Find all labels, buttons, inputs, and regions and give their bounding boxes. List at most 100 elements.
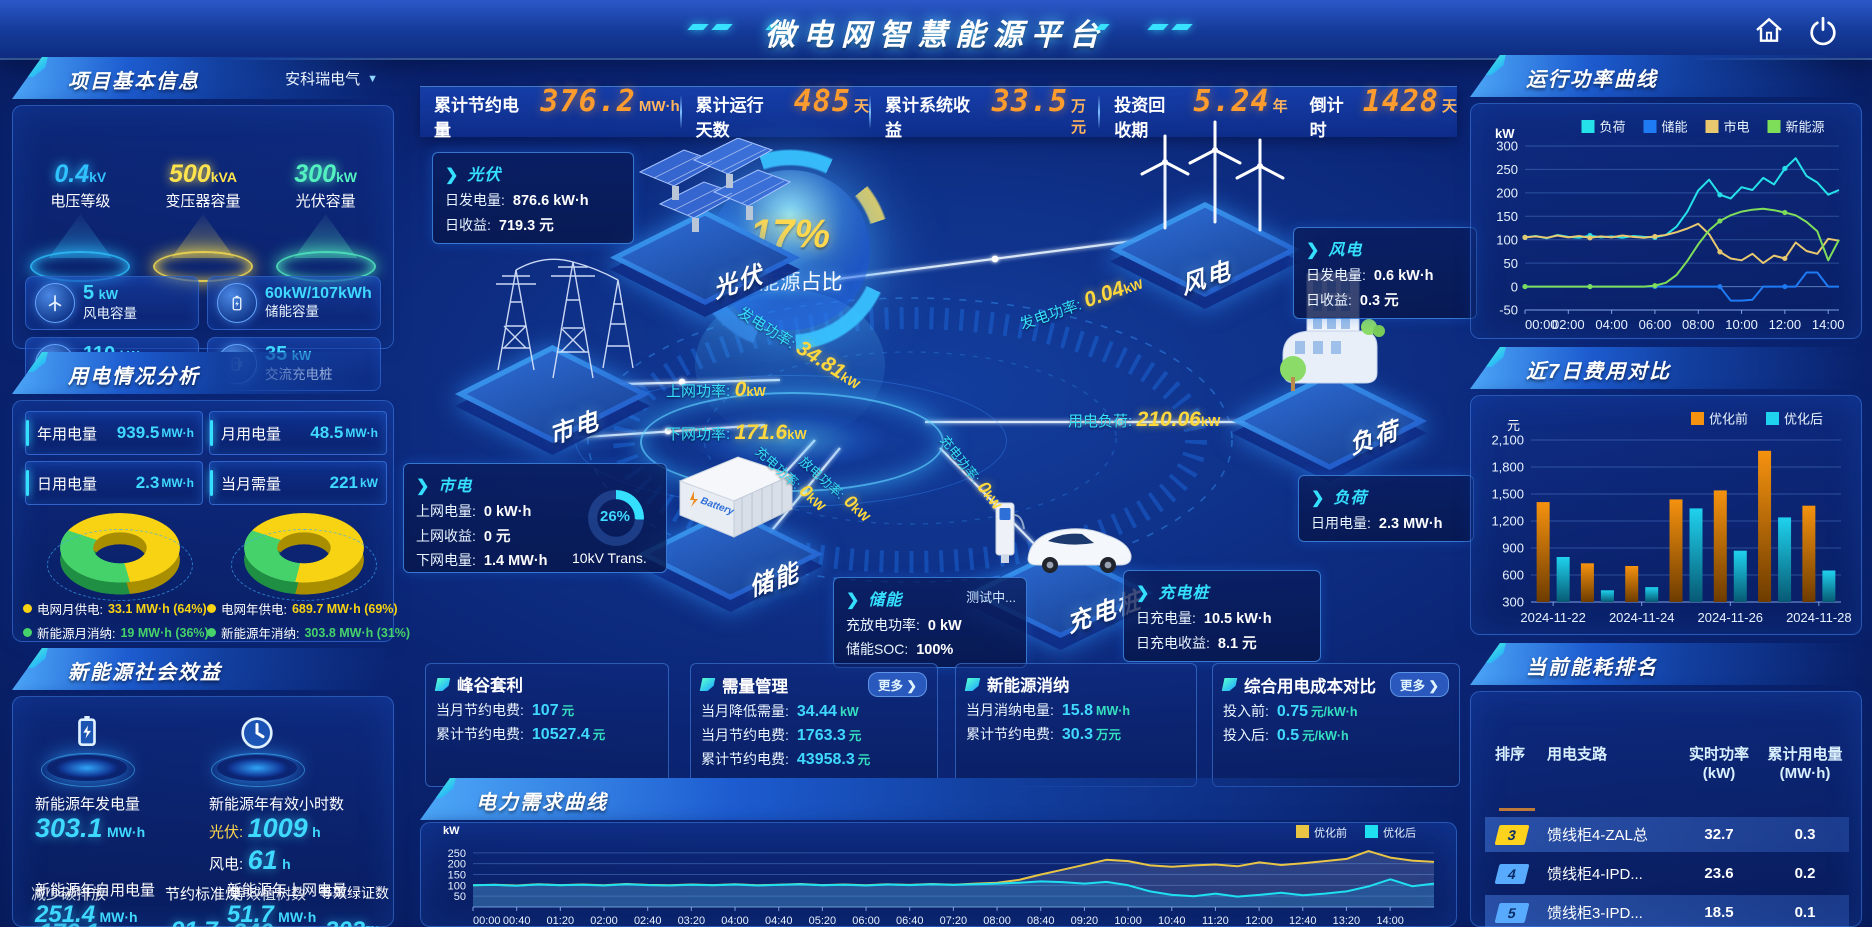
power-button[interactable] (1806, 14, 1842, 48)
card-cost-compare: 综合用电成本对比 更多 ❯ 投入前: 0.75 元/kW·h 投入后: 0.5 元/kW·… (1212, 663, 1460, 787)
year-donut-legend: 电网年供电: 689.7 MW·h (69%) 新能源年消纳: 303.8 MW·h … (207, 599, 410, 647)
svg-text:08:40: 08:40 (1027, 915, 1055, 925)
svg-text:12:40: 12:40 (1289, 915, 1317, 925)
kpi-total-saved-energy: 累计节约电量 376.2 MW·h (434, 83, 680, 140)
svg-text:2024-11-22: 2024-11-22 (1520, 610, 1586, 625)
rank-badge: 3 (1494, 824, 1530, 845)
gen-value: 303.1 MW·h (35, 813, 146, 843)
charger-info-card: ❯ 充电桩 日充电量: 10.5 kW·h 日充电收益: 8.1 元 (1123, 570, 1321, 662)
panel-body: 年用电量 939.5 MW·h 月用电量 48.5 MW·h 日用电量 2.3 MW·h 当… (12, 400, 410, 642)
svg-text:200: 200 (448, 859, 466, 871)
year-supply-donut (231, 513, 377, 601)
legend-item: 新能源年消纳: 303.8 MW·h (31%) (207, 623, 410, 642)
stat-month-usage: 月用电量 48.5 MW·h (209, 411, 387, 455)
coal-label: 节约标准煤 (165, 886, 241, 903)
svg-text:06:00: 06:00 (1639, 317, 1672, 332)
legend-dot-icon (23, 604, 32, 613)
panel-usage-analysis: 用电情况分析 年用电量 939.5 MW·h 月用电量 48.5 MW·h 日用电量 2.… (12, 352, 410, 642)
svg-text:02:00: 02:00 (1552, 317, 1585, 332)
transformer-load-pct: 26% (600, 508, 631, 525)
info-row: 日发电量: 876.6 kW·h (445, 192, 589, 209)
ranking-row[interactable]: 4 馈线柜4-IPD... 23.6 0.2 (1485, 856, 1849, 891)
header-decor-right2 (1095, 24, 1110, 30)
svg-text:14:00: 14:00 (1812, 317, 1845, 332)
wind-turbines-icon (1140, 120, 1285, 232)
panel-flag-icon (1477, 51, 1507, 75)
trees-label: 等效植树数 (231, 886, 307, 903)
info-row: 日收益: 0.3 元 (1306, 292, 1399, 309)
ev-charger-icon (995, 502, 1132, 573)
flow-grid-down: 下网功率: 171.6kW (666, 421, 807, 444)
svg-text:优化后: 优化后 (1383, 826, 1416, 840)
info-row: 当月节约电费: 107 元 (436, 702, 575, 719)
info-row: 日发电量: 0.6 kW·h (1306, 267, 1434, 284)
info-row: 累计节约电费: 43958.3 元 (701, 751, 871, 768)
svg-text:00:40: 00:40 (503, 915, 531, 925)
svg-text:02:00: 02:00 (590, 915, 618, 925)
legend-item: 新能源月消纳: 19 MW·h (36%) (23, 623, 209, 642)
info-row: 日用电量: 2.3 MW·h (1311, 515, 1443, 532)
panel-flag-icon (427, 774, 457, 798)
panel-header: 当前能耗排名 (1470, 643, 1862, 685)
svg-text:07:20: 07:20 (940, 915, 968, 925)
info-row: 储能SOC: 100% (846, 641, 954, 658)
highlight-transformer: 500kVA 变压器容量 (144, 160, 262, 282)
ranking-row[interactable]: 3 馈线柜4-ZAL总 32.7 0.3 (1485, 817, 1849, 852)
info-row: 下网电量: 1.4 MW·h (416, 552, 548, 569)
svg-text:10:00: 10:00 (1114, 915, 1142, 925)
svg-text:250: 250 (1496, 162, 1518, 177)
panel-body: 50 100 150 200 250 kW 00:00 00:40 01:20 02:00 02:4… (420, 822, 1457, 927)
svg-text:01:20: 01:20 (547, 915, 575, 925)
certs-label: 等效绿证数 (319, 885, 389, 901)
more-button[interactable]: 更多 ❯ (868, 672, 927, 697)
month-supply-donut (47, 513, 193, 601)
company-select[interactable]: 安科瑞电气 ▼ (285, 68, 378, 89)
svg-text:2024-11-28: 2024-11-28 (1786, 610, 1852, 625)
stat-year-usage: 年用电量 939.5 MW·h (25, 411, 203, 455)
svg-text:04:00: 04:00 (1595, 317, 1628, 332)
panel-header: 电力需求曲线 (420, 778, 1457, 820)
svg-text:08:00: 08:00 (983, 915, 1011, 925)
battery-icon (217, 283, 257, 323)
svg-text:00:00: 00:00 (473, 915, 501, 925)
arrow-icon: ❯ (416, 478, 431, 495)
solar-panels-icon (638, 138, 792, 232)
svg-text:300: 300 (1502, 595, 1524, 610)
panel-flag-icon (19, 53, 49, 77)
hours-pedestal (211, 709, 305, 793)
flag-icon (965, 678, 981, 691)
svg-text:03:20: 03:20 (678, 915, 706, 925)
panel-body: 0.4kV 电压等级 500kVA 变压器容量 300kW 光伏容量 (12, 105, 394, 391)
home-button[interactable] (1752, 14, 1788, 48)
panel-body: 300 600 900 1,200 1,500 1,800 2,100 元 2024-11-22… (1470, 395, 1862, 635)
panel-power-curve: 运行功率曲线 -50 0 50 100 150 200 250 300 kW 00:00 02:00… (1470, 55, 1862, 339)
panel-title: 电力需求曲线 (476, 792, 608, 814)
trees-value: 240棵 (233, 919, 287, 927)
svg-text:14:00: 14:00 (1376, 915, 1404, 925)
battery-container-icon: Battery (678, 456, 794, 538)
platform-core (690, 408, 890, 472)
panel-cost-compare: 近7日费用对比 300 600 900 1,200 1,500 1,800 2,100 元 20… (1470, 347, 1862, 635)
legend-dot-icon (207, 604, 216, 613)
info-row: 日充电量: 10.5 kW·h (1136, 610, 1272, 627)
info-row: 投入前: 0.75 元/kW·h (1223, 703, 1358, 720)
svg-text:1,200: 1,200 (1491, 514, 1524, 529)
header-decor-right (1147, 24, 1193, 30)
svg-text:优化前: 优化前 (1314, 826, 1347, 840)
arrow-icon: ❯ (1311, 490, 1326, 507)
svg-text:600: 600 (1502, 568, 1524, 583)
svg-text:50: 50 (454, 891, 466, 903)
svg-text:150: 150 (448, 869, 466, 881)
wind-info-card: ❯ 风电 日发电量: 0.6 kW·h 日收益: 0.3 元 (1293, 227, 1477, 319)
more-button[interactable]: 更多 ❯ (1390, 672, 1449, 697)
card-peak-valley: 峰谷套利 当月节约电费: 107 元累计节约电费: 10527.4 元 (425, 663, 669, 787)
kpi-bar: 累计节约电量 376.2 MW·h 累计运行天数 485 天 累计系统收益 33.5 万元 … (420, 84, 1457, 140)
svg-text:1,500: 1,500 (1491, 487, 1524, 502)
panel-header: 项目基本信息 安科瑞电气 ▼ (12, 57, 394, 99)
panel-flag-icon (1477, 639, 1507, 663)
ranking-row[interactable]: 5 馈线柜3-IPD... 18.5 0.1 (1485, 895, 1849, 927)
svg-text:13:20: 13:20 (1333, 915, 1361, 925)
testing-badge: 测试中... (966, 590, 1016, 605)
panel-body: 排序 用电支路 实时功率 (kW) 累计用电量 (MW·h) 3 馈线柜4-ZAL… (1470, 691, 1862, 927)
